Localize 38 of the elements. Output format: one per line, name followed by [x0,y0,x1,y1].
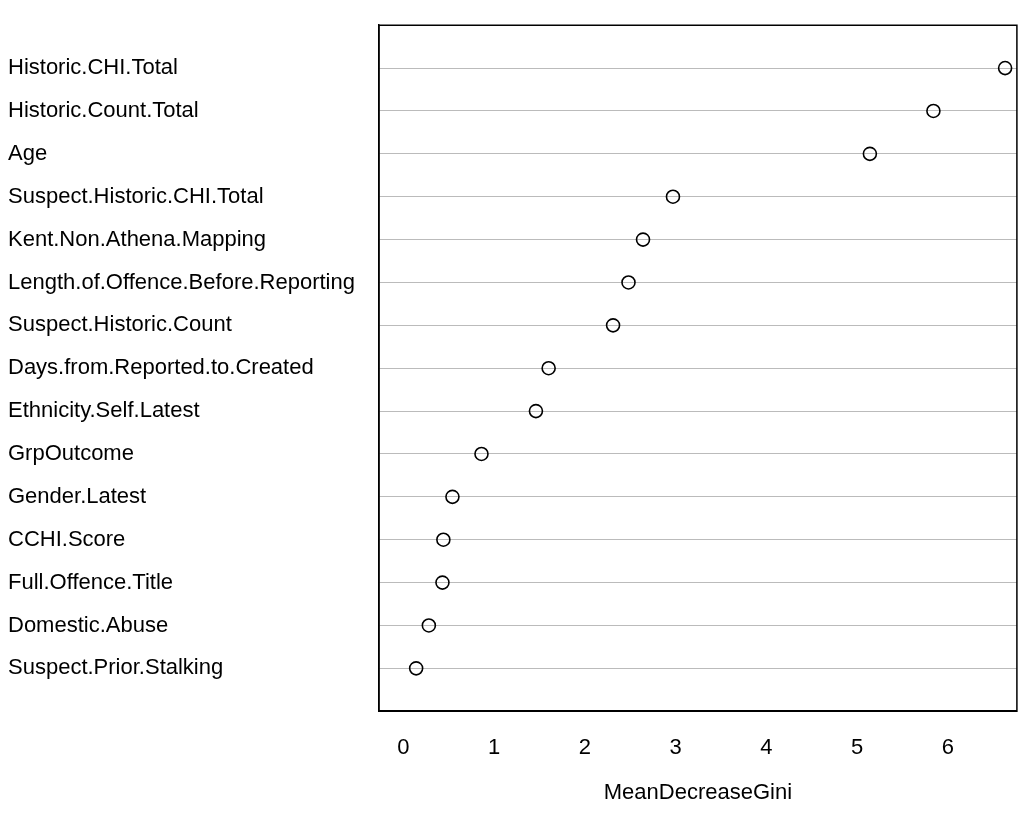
x-tick-label: 4 [760,734,773,760]
y-tick-label: Historic.CHI.Total [8,54,178,80]
y-tick-label: Days.from.Reported.to.Created [8,354,314,380]
point [435,575,450,590]
point [445,489,460,505]
y-tick-label: Full.Offence.Title [8,568,174,594]
x-tick-label: 6 [941,734,955,760]
y-tick-label: Age [8,139,48,165]
y-tick-label: Length.of.Offence.Before.Reporting [8,268,355,294]
y-tick-label: Suspect.Historic.Count [8,311,232,337]
point [635,232,651,247]
point [421,618,437,633]
point [474,446,489,462]
point [997,60,1013,76]
y-tick-label: CCHI.Score [8,525,126,551]
y-tick-label: Gender.Latest [8,482,147,508]
y-tick-label: GrpOutcome [8,440,134,466]
y-tick-label: Suspect.Prior.Stalking [8,654,224,680]
y-tick-label: Suspect.Historic.CHI.Total [8,182,264,208]
x-tick-label: 2 [578,734,592,760]
point [605,318,621,333]
point [862,146,878,162]
x-tick-label: 0 [397,734,410,760]
point [621,275,636,290]
x-axis-title: MeanDecreaseGini [603,778,793,804]
point [665,189,681,204]
y-tick-label: Kent.Non.Athena.Mapping [8,225,267,251]
point [541,360,556,376]
x-tick-label: 5 [851,734,864,760]
y-tick-label: Ethnicity.Self.Latest [8,397,200,423]
point [528,403,544,419]
y-tick-label: Historic.Count.Total [8,97,199,123]
point [408,661,424,676]
x-tick-label: 1 [488,734,501,760]
point [436,532,451,547]
y-tick-label: Domestic.Abuse [8,611,169,637]
point [926,103,941,119]
x-tick-label: 3 [669,734,682,760]
